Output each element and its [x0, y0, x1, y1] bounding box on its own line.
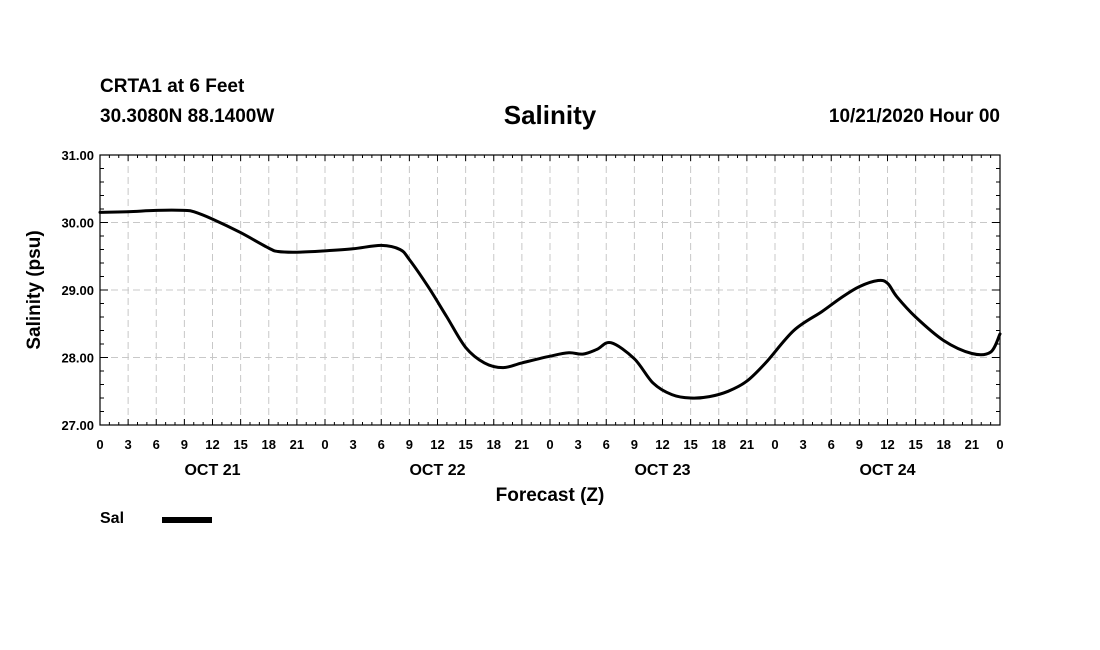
y-tick-label: 27.00 [61, 418, 94, 433]
x-tick-label: 21 [965, 437, 979, 452]
x-tick-label: 6 [828, 437, 835, 452]
x-tick-label: 12 [205, 437, 219, 452]
x-tick-label: 0 [321, 437, 328, 452]
x-tick-label: 9 [856, 437, 863, 452]
x-tick-labels: 0 3 6 9 12 15 18 21 0 3 6 9 12 15 18 21 0 3 6 9 12 15 18 21 0 3 6 9… [96, 437, 1003, 452]
x-tick-label: 9 [631, 437, 638, 452]
day-label: OCT 24 [859, 462, 915, 479]
forecast-datetime: 10/21/2020 Hour 00 [828, 106, 1000, 127]
y-tick-labels: 27.00 28.00 29.00 30.00 31.00 [61, 148, 94, 433]
x-tick-label: 12 [880, 437, 894, 452]
station-label: CRTA1 at 6 Feet [100, 76, 245, 97]
x-tick-label: 3 [350, 437, 357, 452]
x-tick-label: 18 [712, 437, 726, 452]
series-line-sal [98, 208, 1002, 400]
y-axis-label: Salinity (psu) [24, 230, 45, 349]
y-tick-label: 29.00 [61, 283, 94, 298]
chart-title: Salinity [503, 100, 597, 130]
legend-label: Sal [100, 510, 125, 527]
day-label: OCT 23 [634, 462, 690, 479]
x-tick-label: 6 [153, 437, 160, 452]
y-tick-label: 31.00 [61, 148, 94, 163]
y-tick-label: 28.00 [61, 351, 94, 366]
x-tick-label: 0 [546, 437, 553, 452]
day-label: OCT 22 [409, 462, 465, 479]
x-axis-label: Forecast (Z) [496, 485, 605, 506]
x-tick-label: 18 [937, 437, 951, 452]
x-tick-label: 0 [96, 437, 103, 452]
x-tick-label: 15 [683, 437, 697, 452]
x-tick-label: 3 [125, 437, 132, 452]
x-tick-label: 18 [487, 437, 501, 452]
x-tick-label: 9 [181, 437, 188, 452]
y-tick-label: 30.00 [61, 216, 94, 231]
x-tick-label: 3 [575, 437, 582, 452]
day-label: OCT 21 [184, 462, 240, 479]
coordinates-label: 30.3080N 88.1400W [100, 106, 275, 127]
x-tick-label: 18 [262, 437, 276, 452]
x-tick-label: 15 [233, 437, 247, 452]
x-tick-label: 15 [908, 437, 922, 452]
x-tick-label: 21 [515, 437, 529, 452]
x-tick-label: 12 [655, 437, 669, 452]
x-tick-label: 3 [800, 437, 807, 452]
x-tick-label: 6 [378, 437, 385, 452]
x-tick-label: 0 [996, 437, 1003, 452]
x-tick-label: 6 [603, 437, 610, 452]
x-tick-label: 15 [458, 437, 472, 452]
x-tick-label: 21 [290, 437, 304, 452]
x-tick-label: 21 [740, 437, 754, 452]
x-tick-label: 0 [771, 437, 778, 452]
x-tick-label: 12 [430, 437, 444, 452]
axis-ticks [99, 154, 1001, 426]
legend-swatch [162, 517, 212, 523]
grid-lines [100, 155, 1000, 425]
x-tick-label: 9 [406, 437, 413, 452]
day-labels: OCT 21 OCT 22 OCT 23 OCT 24 [184, 462, 915, 479]
